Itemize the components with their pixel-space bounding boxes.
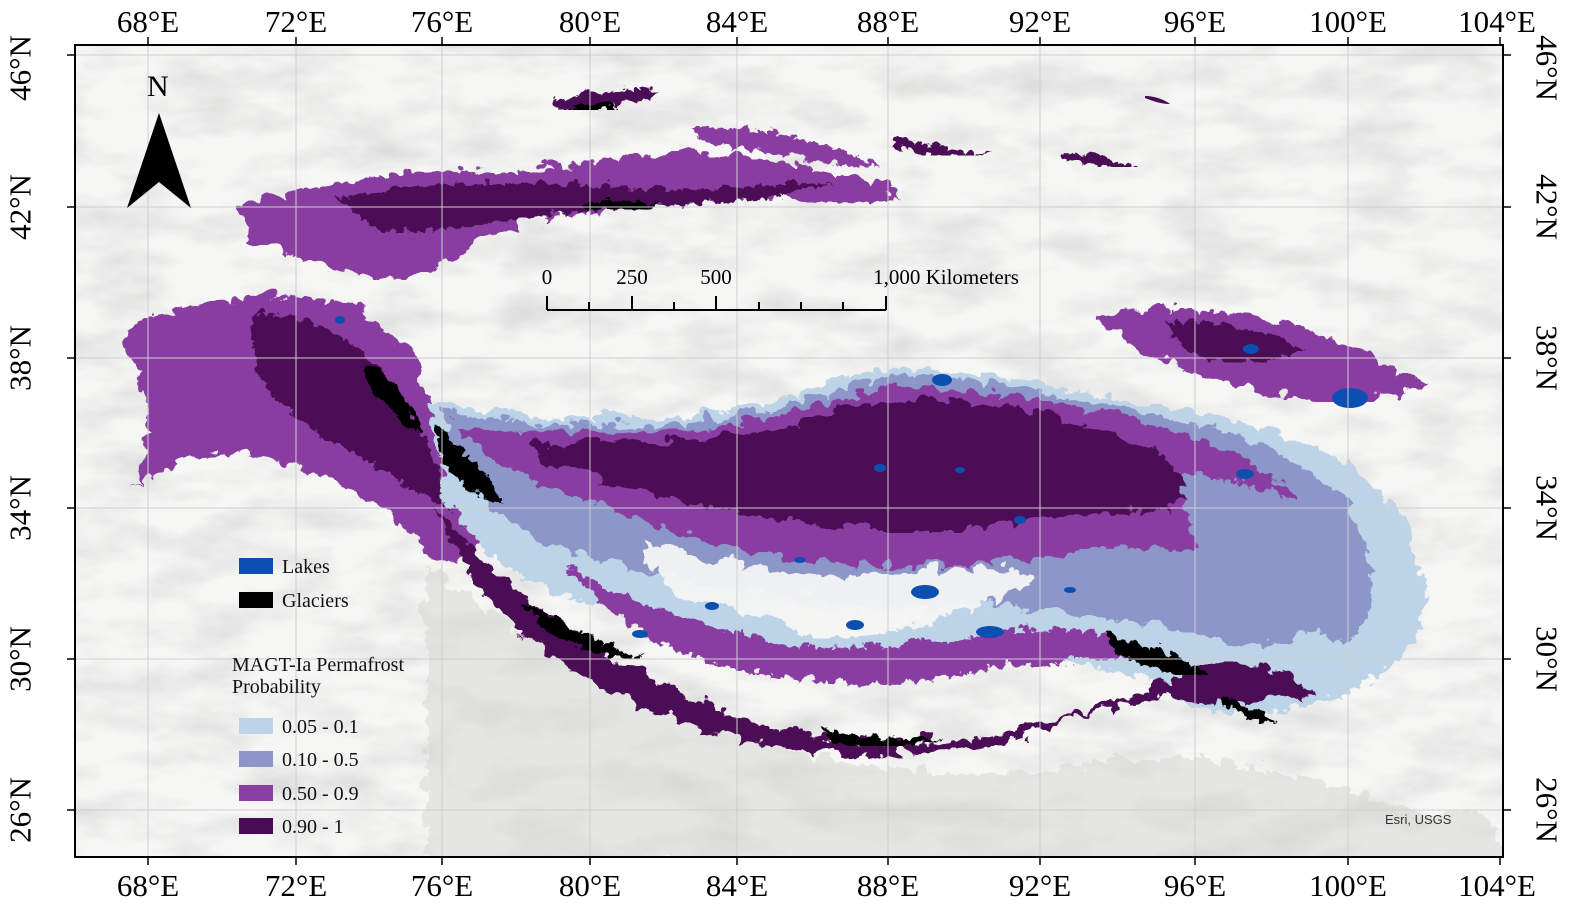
lon-label-bottom: 88°E	[856, 868, 920, 903]
scale-label: 500	[700, 265, 732, 289]
scale-label: 250	[616, 265, 648, 289]
plateau-core	[520, 395, 1190, 527]
class-label: 0.10 - 0.5	[282, 749, 359, 771]
lon-label-bottom: 72°E	[264, 868, 328, 903]
map-credit: Esri, USGS	[1385, 812, 1452, 827]
scale-label: 1,000 Kilometers	[873, 265, 1019, 289]
lon-label-top: 104°E	[1458, 4, 1536, 39]
lon-label-top: 92°E	[1008, 4, 1072, 39]
lon-label-bottom: 68°E	[116, 868, 180, 903]
legend-title: MAGT-Ia Permafrost	[232, 654, 405, 676]
tianshan-region	[230, 147, 900, 274]
lon-label-bottom: 84°E	[705, 868, 769, 903]
class-swatch	[239, 718, 273, 734]
lon-label-bottom: 92°E	[1008, 868, 1072, 903]
class-label: 0.05 - 0.1	[282, 716, 359, 738]
lon-label-top: 100°E	[1309, 4, 1387, 39]
scale-bar	[546, 296, 887, 311]
lat-label-left: 42°N	[2, 174, 38, 240]
lon-label-bottom: 104°E	[1458, 868, 1536, 903]
class-swatch	[239, 818, 273, 834]
glaciers-swatch	[239, 592, 273, 608]
lakes-layer	[335, 316, 1368, 638]
lat-label-left: 26°N	[2, 777, 38, 843]
lat-label-right: 30°N	[1529, 626, 1565, 692]
lon-label-bottom: 96°E	[1163, 868, 1227, 903]
lat-label-left: 30°N	[2, 626, 38, 692]
lon-label-top: 84°E	[705, 4, 769, 39]
class-swatch	[239, 785, 273, 801]
class-label: 0.50 - 0.9	[282, 783, 359, 805]
lat-label-left: 46°N	[2, 35, 38, 101]
scale-label: 0	[541, 265, 553, 289]
legend-title-line2: Probability	[232, 676, 321, 698]
class-label: 0.90 - 1	[282, 816, 344, 838]
legend-glaciers-label: Glaciers	[282, 590, 349, 612]
lat-label-right: 38°N	[1529, 325, 1565, 391]
lon-label-top: 88°E	[856, 4, 920, 39]
lat-label-left: 34°N	[2, 475, 38, 541]
pamir-region	[120, 290, 480, 558]
lon-label-top: 72°E	[264, 4, 328, 39]
glaciers-layer	[360, 101, 1275, 745]
legend-lakes-label: Lakes	[282, 556, 330, 578]
lon-label-top: 76°E	[410, 4, 474, 39]
lon-label-top: 68°E	[116, 4, 180, 39]
lat-label-right: 34°N	[1529, 475, 1565, 541]
lat-label-right: 42°N	[1529, 174, 1565, 240]
lakes-swatch	[239, 558, 273, 574]
lon-label-bottom: 100°E	[1309, 868, 1387, 903]
north-arrow-label: N	[147, 70, 169, 103]
north-arrow-icon	[127, 113, 191, 208]
class-swatch	[239, 751, 273, 767]
lon-label-bottom: 76°E	[410, 868, 474, 903]
lon-label-top: 80°E	[558, 4, 622, 39]
map-frame	[74, 44, 1504, 858]
lat-label-right: 46°N	[1529, 35, 1565, 101]
lat-label-left: 38°N	[2, 325, 38, 391]
lat-label-right: 26°N	[1529, 777, 1565, 843]
frame-ticks	[67, 37, 1511, 865]
lon-label-top: 96°E	[1163, 4, 1227, 39]
lon-label-bottom: 80°E	[558, 868, 622, 903]
